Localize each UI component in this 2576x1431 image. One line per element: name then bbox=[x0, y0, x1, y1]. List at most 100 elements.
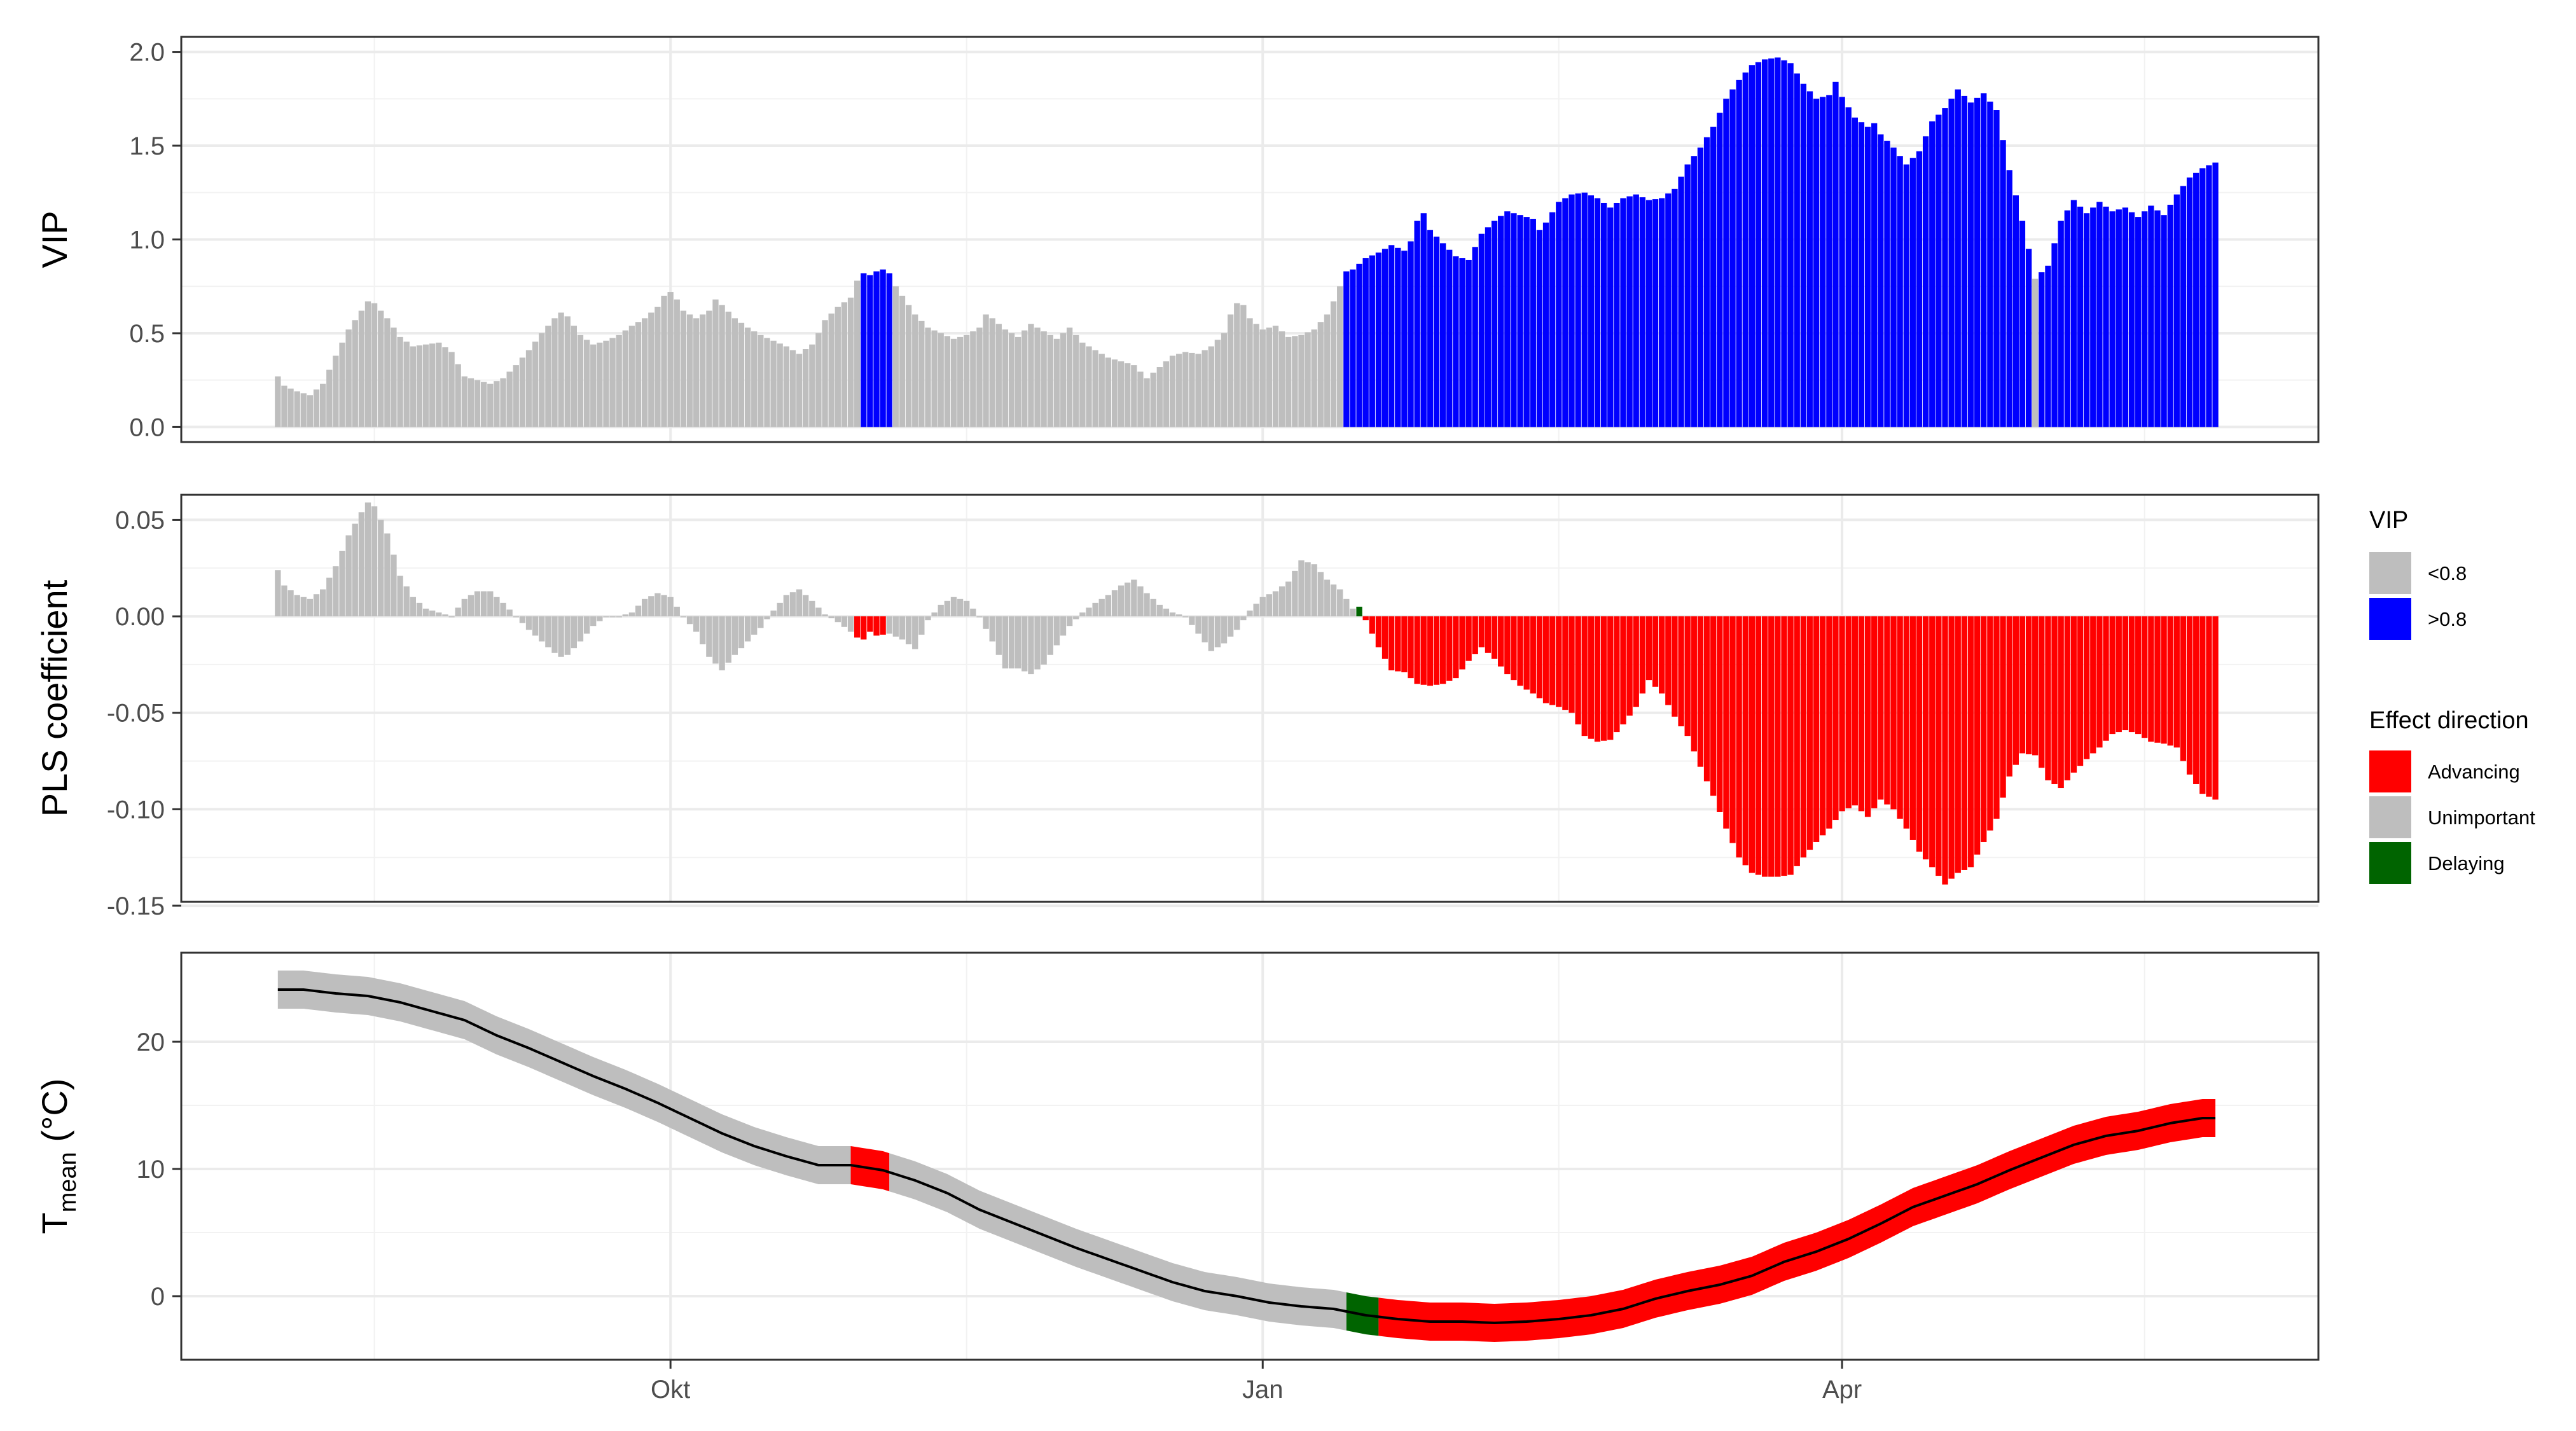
pls-bar bbox=[2058, 616, 2064, 789]
vip-bar bbox=[957, 336, 964, 427]
vip-bar bbox=[1350, 269, 1356, 427]
vip-bar bbox=[487, 384, 494, 427]
vip-bar bbox=[513, 365, 519, 427]
vip-bar bbox=[1678, 176, 1684, 427]
pls-bar bbox=[777, 602, 783, 617]
temp-band-segment bbox=[277, 971, 851, 1184]
pls-bar bbox=[1298, 560, 1305, 617]
pls-bar bbox=[1755, 616, 1762, 875]
pls-bar bbox=[294, 595, 300, 617]
pls-bar bbox=[519, 616, 526, 623]
vip-bar bbox=[654, 307, 661, 427]
pls-bar bbox=[1536, 616, 1543, 698]
pls-bar bbox=[789, 592, 796, 617]
vip-bar bbox=[1909, 158, 1916, 427]
vip-bar bbox=[1137, 371, 1144, 427]
pls-bar bbox=[2070, 616, 2077, 773]
vip-bar bbox=[1427, 230, 1434, 427]
pls-bar bbox=[1832, 616, 1839, 820]
vip-bar bbox=[1562, 198, 1568, 427]
pls-bar bbox=[834, 616, 841, 623]
vip-bar bbox=[371, 303, 378, 427]
pls-bar bbox=[1105, 595, 1112, 617]
pls-bar bbox=[2212, 616, 2219, 800]
pls-bar bbox=[1285, 581, 1292, 617]
pls-bar bbox=[1878, 616, 1884, 800]
vip-bar bbox=[847, 297, 854, 427]
pls-bar bbox=[661, 595, 667, 617]
pls-bar bbox=[1581, 616, 1588, 736]
pls-bar bbox=[1916, 616, 1923, 852]
pls-border bbox=[180, 494, 2320, 903]
pls-bar bbox=[2180, 616, 2187, 761]
vip-bar bbox=[1491, 221, 1498, 427]
pls-bar bbox=[1330, 584, 1337, 617]
pls-bar bbox=[1684, 616, 1691, 736]
pls-bar bbox=[1369, 616, 1375, 634]
vip-bar bbox=[1182, 352, 1189, 427]
vip-bar bbox=[1453, 256, 1459, 427]
vip-bar bbox=[1131, 365, 1137, 427]
vip-bar bbox=[738, 322, 745, 427]
pls-bar bbox=[410, 597, 416, 617]
vip-bar bbox=[809, 344, 815, 427]
vip-bar bbox=[764, 338, 770, 427]
pls-bar bbox=[1600, 616, 1607, 741]
pls-bar bbox=[1897, 616, 1903, 819]
vip-bar bbox=[300, 393, 307, 427]
pls-bar bbox=[738, 616, 745, 649]
pls-bar bbox=[326, 577, 333, 617]
vip-bar bbox=[2199, 168, 2206, 427]
vip-bar bbox=[1659, 198, 1665, 427]
vip-y-axis-label: VIP bbox=[34, 211, 74, 268]
vip-bar bbox=[603, 340, 609, 427]
pls-bar bbox=[1439, 616, 1446, 684]
pls-bar bbox=[1909, 616, 1916, 840]
vip-bar bbox=[1292, 336, 1298, 427]
pls-bar bbox=[751, 616, 758, 635]
pls-bar bbox=[287, 590, 294, 617]
pls-bar bbox=[1568, 616, 1575, 713]
pls-bar bbox=[912, 616, 918, 649]
pls-bar bbox=[2142, 616, 2148, 738]
vip-y-tick-label: 1.5 bbox=[129, 132, 165, 160]
pls-bar bbox=[642, 598, 648, 617]
pls-bar bbox=[1066, 616, 1073, 626]
vip-bar bbox=[1285, 336, 1292, 427]
vip-bar bbox=[1169, 356, 1176, 427]
vip-bar bbox=[1092, 350, 1098, 427]
vip-bar bbox=[1588, 195, 1595, 427]
pls-bar bbox=[847, 616, 854, 632]
vip-bar bbox=[1144, 378, 1150, 427]
pls-bar bbox=[339, 550, 345, 617]
pls-bar bbox=[352, 523, 358, 617]
vip-bar bbox=[1150, 372, 1156, 427]
pls-bar bbox=[803, 595, 809, 617]
vip-bar bbox=[1916, 151, 1923, 427]
vip-bar bbox=[1781, 60, 1787, 427]
vip-bar bbox=[886, 273, 892, 427]
pls-bar bbox=[345, 535, 352, 617]
vip-bar bbox=[1381, 249, 1388, 427]
vip-bar bbox=[1922, 136, 1929, 427]
pls-bar bbox=[635, 605, 642, 617]
vip-bar bbox=[539, 333, 545, 427]
vip-bar bbox=[931, 330, 938, 427]
pls-bar bbox=[1614, 616, 1620, 733]
pls-bar bbox=[583, 616, 590, 634]
legend-swatch bbox=[2369, 796, 2411, 838]
pls-bar bbox=[873, 616, 880, 636]
pls-bar bbox=[1511, 616, 1517, 681]
temp-mean-line bbox=[277, 988, 2216, 1325]
legend-swatch bbox=[2369, 552, 2411, 594]
vip-bar bbox=[500, 378, 506, 427]
vip-bar bbox=[1098, 354, 1105, 427]
vip-bar bbox=[1317, 322, 1324, 427]
pls-bar bbox=[1845, 616, 1852, 808]
pls-bar bbox=[1311, 564, 1317, 617]
pls-bar bbox=[796, 589, 803, 617]
vip-bar bbox=[1362, 258, 1369, 427]
vip-bar bbox=[1472, 247, 1478, 427]
vip-bar bbox=[307, 395, 314, 427]
